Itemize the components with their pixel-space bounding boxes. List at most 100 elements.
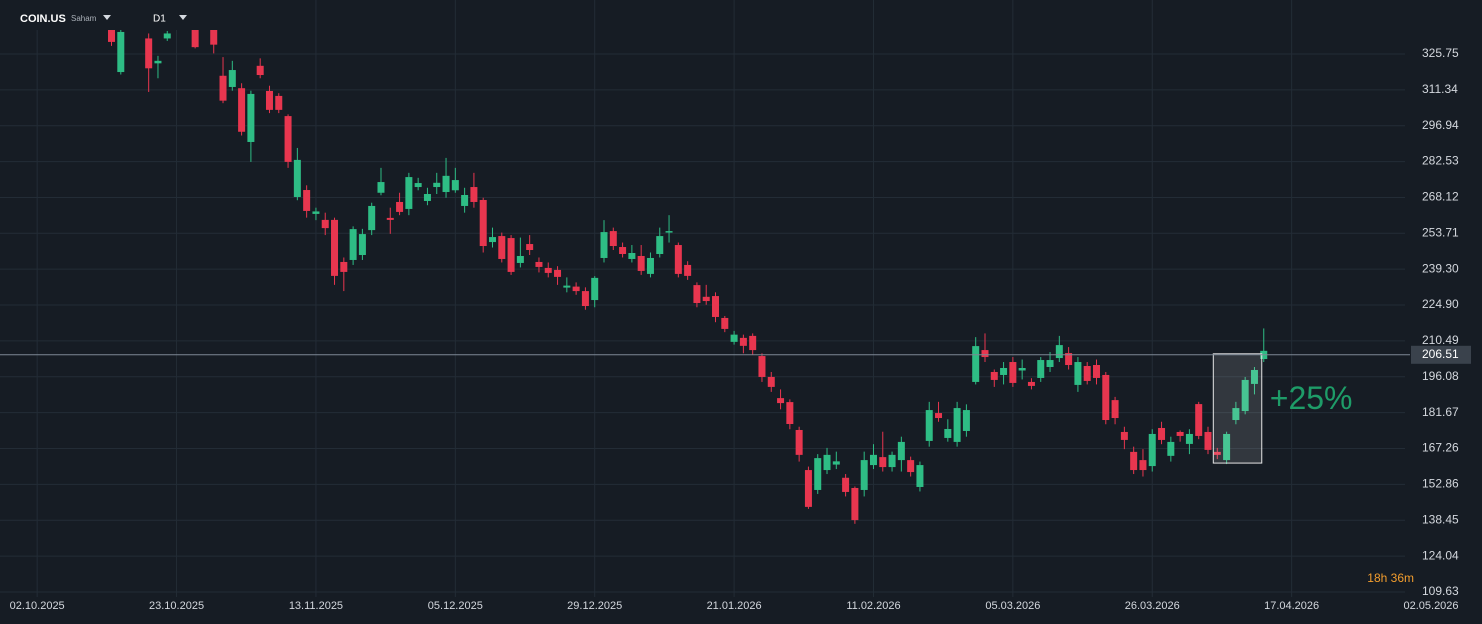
candle-body	[368, 205, 376, 231]
candle-body	[804, 470, 812, 507]
x-tick-label: 02.10.2025	[10, 600, 65, 612]
candle-body	[1167, 441, 1175, 456]
candle-body	[795, 429, 803, 455]
candle-body	[619, 247, 627, 254]
candle-body	[163, 33, 171, 39]
candle-body	[1130, 451, 1138, 471]
candle-body	[1120, 431, 1128, 440]
y-tick-label: 167.26	[1422, 441, 1459, 455]
candle-body	[1250, 369, 1258, 384]
candle-body	[990, 371, 998, 380]
candle-body	[544, 267, 552, 273]
x-tick-label: 02.05.2026	[1403, 600, 1458, 612]
y-tick-label: 181.67	[1422, 405, 1459, 419]
candle-body	[331, 219, 339, 276]
candle-body	[386, 217, 394, 220]
candle-body	[256, 65, 264, 76]
candle-body	[1176, 431, 1184, 436]
timeframe[interactable]: D1	[153, 14, 166, 25]
x-tick-label: 23.10.2025	[149, 600, 204, 612]
candle-body	[516, 255, 524, 263]
candle-body	[944, 428, 952, 438]
candle-body	[349, 229, 357, 260]
dropdown-arrow[interactable]	[103, 15, 111, 20]
candle-body	[814, 458, 822, 490]
candle-body	[925, 410, 933, 441]
candle-body	[823, 454, 831, 471]
candle-body	[117, 31, 125, 73]
candle-body	[879, 457, 887, 468]
candle-body	[637, 255, 645, 271]
highlight-box	[1212, 353, 1263, 464]
annotation: +25%	[1270, 380, 1353, 416]
candle-body	[1223, 433, 1231, 461]
dropdown-arrow[interactable]	[179, 15, 187, 20]
candle-body	[684, 264, 692, 276]
candle-body	[646, 257, 654, 274]
candle-body	[600, 232, 608, 258]
candle-body	[451, 180, 459, 191]
candle-body	[396, 201, 404, 212]
candle-body	[721, 317, 729, 329]
candles	[108, 16, 1268, 524]
candle-body	[1139, 460, 1147, 471]
y-tick-label: 296.94	[1422, 118, 1459, 132]
candle-body	[312, 211, 320, 214]
candle-body	[693, 285, 701, 304]
candle-body	[981, 350, 989, 358]
x-tick-label: 05.12.2025	[428, 600, 483, 612]
candle-body	[219, 75, 227, 101]
candle-body	[860, 460, 868, 490]
candle-body	[108, 29, 116, 42]
y-tick-label: 138.45	[1422, 512, 1459, 526]
candle-body	[433, 182, 441, 188]
candle-body	[498, 236, 506, 259]
candle-body	[730, 334, 738, 342]
symbol-kind: Saham	[71, 14, 97, 23]
candle-body	[1065, 353, 1073, 366]
candle-body	[953, 408, 961, 442]
x-tick-label: 13.11.2025	[289, 600, 343, 612]
candle-body	[293, 159, 301, 197]
overlay: 325.75 311.34 296.94 282.53 268.12 253.71 239.…	[0, 46, 1471, 612]
x-tick-label: 05.03.2026	[985, 600, 1040, 612]
candle-body	[479, 199, 487, 247]
y-tick-label: 325.75	[1422, 46, 1459, 60]
candle-body	[758, 356, 766, 377]
candle-body	[1074, 362, 1082, 385]
current-price-tag	[1411, 345, 1471, 364]
grid	[0, 0, 1405, 597]
candle-body	[470, 187, 478, 202]
y-tick-label: 109.63	[1422, 584, 1459, 598]
symbol: COIN.US	[20, 13, 66, 25]
candle-body	[238, 88, 246, 132]
candle-body	[972, 346, 980, 382]
candle-body	[1083, 366, 1091, 381]
y-tick-label: 311.34	[1422, 82, 1458, 96]
candle-body	[897, 441, 905, 461]
y-tick-label: 282.53	[1422, 154, 1459, 168]
candle-body	[488, 237, 496, 243]
candle-body	[907, 460, 915, 473]
candle-body	[702, 296, 710, 302]
candle-body	[1055, 345, 1063, 359]
candle-body	[377, 182, 385, 193]
candle-body	[461, 195, 469, 206]
candle-body	[581, 291, 589, 307]
candle-body	[665, 231, 673, 233]
candle-body	[935, 413, 943, 419]
current-price-label: 206.51	[1422, 347, 1459, 361]
countdown: 18h 36m	[1367, 571, 1414, 585]
candle-body	[777, 398, 785, 404]
candle-body	[916, 465, 924, 487]
candle-body	[321, 219, 329, 229]
candle-body	[358, 234, 366, 255]
candle-body	[1111, 400, 1119, 419]
candle-body	[832, 461, 840, 465]
candle-body	[1018, 367, 1026, 371]
y-tick-label: 253.71	[1422, 225, 1459, 239]
candle-body	[191, 28, 199, 48]
x-tick-label: 17.04.2026	[1264, 600, 1319, 612]
